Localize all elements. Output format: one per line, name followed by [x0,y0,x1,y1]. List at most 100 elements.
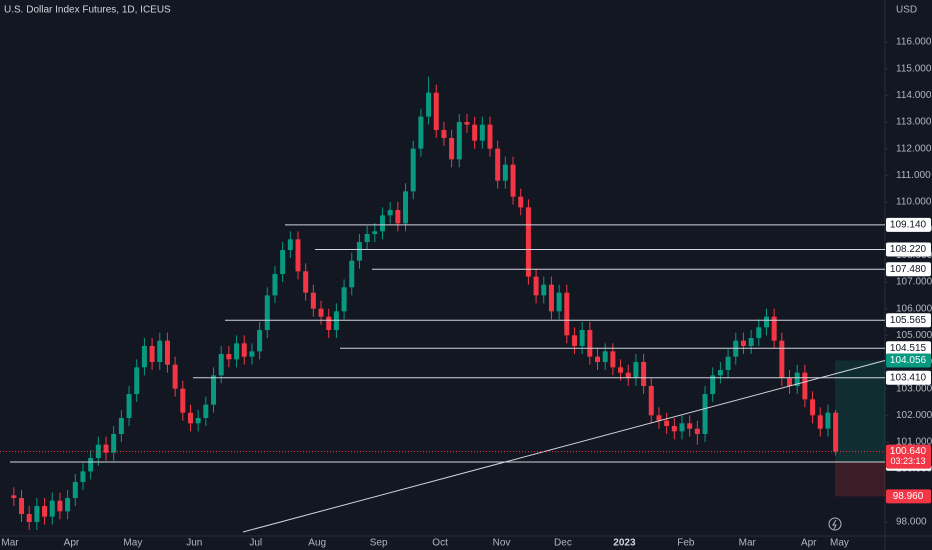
candle-body [80,471,86,482]
x-tick-label: Apr [801,538,817,549]
candle-body [602,351,608,362]
y-tick-label: 98.000 [896,517,927,528]
x-tick-label: Aug [308,538,326,549]
candle-body [533,276,539,296]
candle-body [11,495,17,498]
x-tick-label: May [123,538,142,549]
candle-body [510,164,516,197]
replay-icon[interactable] [828,517,842,531]
candle-body [211,375,217,405]
chart-title: U.S. Dollar Index Futures, 1D, ICEUS [4,5,171,16]
candle-body [326,316,332,330]
candle-body [310,292,316,309]
candle-body [318,308,324,317]
level-label: 105.565 [890,315,927,326]
candle-body [472,124,478,141]
y-tick-label: 101.000 [896,437,932,448]
x-tick-label: May [830,538,849,549]
y-tick-label: 112.000 [896,143,932,154]
candle-body [356,242,362,261]
candle-body [226,354,232,360]
candle-body [541,284,547,296]
y-tick-label: 114.000 [896,90,932,101]
candle-body [72,482,78,498]
level-label: 108.220 [890,244,927,255]
x-tick-label: Mar [739,538,757,549]
candle-body [587,330,593,357]
candle-body [410,148,416,192]
x-tick-label: Apr [64,538,80,549]
candle-body [249,351,255,357]
candle-body [26,514,32,522]
candle-body [372,231,378,234]
y-tick-label: 105.000 [896,330,932,341]
candle-body [257,330,263,352]
candle-body [518,196,524,208]
level-label-bg [886,341,931,356]
candle-body [49,500,55,517]
candle-body [618,367,624,373]
candle-body [479,124,485,141]
candle-body [42,506,48,517]
level-label: 103.410 [890,372,927,383]
candle-body [241,343,247,357]
candle-body [694,428,700,434]
candle-body [449,138,455,160]
candle-body [19,498,25,514]
trendline [242,360,886,533]
currency: USD [896,5,917,16]
candle-body [433,92,439,130]
y-tick-label: 115.000 [896,63,932,74]
candle-body [441,130,447,138]
candle-body [802,372,808,400]
target-label-bg [886,353,931,368]
candle-body [571,335,577,346]
candle-body [648,386,654,416]
x-tick-label: Nov [493,538,511,549]
candle-body [272,274,278,296]
candle-body [679,423,685,432]
plot: 98.00099.000100.000101.000102.000103.000… [0,37,932,549]
candle-body [418,116,424,149]
candle-body [756,327,762,338]
candle-body [579,330,585,346]
candle-body [763,316,769,328]
candle-body [748,338,754,346]
level-label-bg [886,262,931,277]
candle-body [180,388,186,413]
candle-body [702,394,708,434]
candle-body [817,415,823,429]
level-label: 107.480 [890,264,927,275]
y-tick-label: 113.000 [896,117,932,128]
level-label: 109.140 [890,220,927,231]
candle-body [525,207,531,277]
candle-body [556,292,562,312]
candle-body [88,458,94,472]
candle-body [610,351,616,368]
target-label: 104.056 [890,355,927,366]
candle-body [794,372,800,386]
x-tick-label: Mar [1,538,19,549]
candle-body [187,412,193,424]
x-tick-label: Dec [554,538,572,549]
candle-body [164,340,170,365]
level-label: 104.515 [890,343,927,354]
last-price-bg [886,444,931,469]
candle-body [287,239,293,250]
candle-body [656,415,662,421]
candle-body [57,500,63,512]
candle-body [65,498,71,512]
candle-body [234,343,240,360]
x-tick-label: Sep [370,538,388,549]
x-tick-label: 2023 [613,538,636,549]
level-label-bg [886,313,931,328]
candle-body [464,122,470,125]
candle-body [710,375,716,394]
candle-body [103,444,109,453]
countdown: 03:23:13 [890,456,925,466]
candle-body [426,92,432,117]
candle-body [779,340,785,378]
